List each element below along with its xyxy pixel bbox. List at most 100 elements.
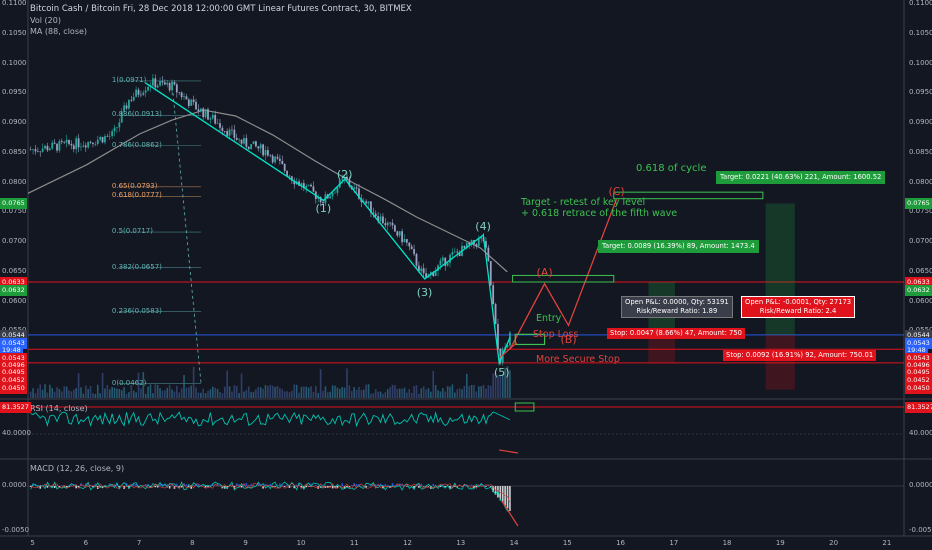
right-price-tick: 0.1050: [909, 28, 932, 37]
candle-body: [434, 270, 437, 276]
macd-histogram-bar: [188, 486, 190, 488]
macd-histogram-bar: [439, 486, 442, 488]
candle-body: [77, 138, 80, 148]
volume-bar: [147, 386, 149, 398]
macd-histogram-bar: [89, 484, 92, 486]
cycle-target-zone-box: [613, 191, 764, 200]
candle-body: [458, 252, 461, 257]
candle-body: [391, 222, 394, 226]
volume-bar: [137, 372, 140, 398]
stop1-box[interactable]: Stop: 0.0047 (8.66%) 47, Amount: 750: [607, 328, 746, 339]
time-tick: 18: [722, 539, 732, 547]
candle-body: [228, 129, 231, 136]
candle-body: [240, 139, 243, 144]
candle-body: [506, 345, 509, 348]
time-tick: 8: [190, 539, 195, 547]
moving-average-label[interactable]: MA (88, close): [30, 27, 88, 36]
candle-body: [199, 108, 202, 112]
candle-body: [245, 138, 248, 147]
rsi-label[interactable]: RSI (14, close): [30, 404, 88, 413]
abc-projection-line: [509, 199, 618, 350]
time-tick: 17: [669, 539, 679, 547]
volume-bar: [485, 388, 487, 398]
left-price-tick: 0.0600: [2, 296, 27, 305]
volume-bar: [104, 388, 106, 398]
candle-body: [65, 139, 68, 143]
macd-histogram-bar: [70, 484, 73, 486]
volume-bar: [264, 385, 267, 398]
macd-histogram-bar: [46, 486, 49, 488]
right-price-tick: 0.0700: [909, 237, 932, 246]
macd-zero-right: 0.0000: [909, 481, 932, 489]
position2-pnl-box[interactable]: Open P&L: -0.0001, Qty: 27173 Risk/Rewar…: [741, 296, 856, 318]
candle-body: [403, 239, 406, 243]
moving-average-line: [27, 109, 508, 273]
macd-histogram-bar: [398, 483, 401, 486]
macd-histogram-bar: [190, 486, 193, 489]
candle-body: [422, 268, 425, 274]
macd-histogram-bar: [257, 483, 260, 486]
volume-bar: [377, 391, 379, 398]
macd-histogram-bar: [94, 483, 97, 486]
macd-histogram-bar: [211, 483, 214, 486]
volume-bar: [190, 385, 193, 398]
candle-body: [276, 156, 279, 159]
volume-bar: [367, 384, 370, 398]
candle-body: [231, 129, 233, 131]
target2-box[interactable]: Target: 0.0221 (40.63%) 221, Amount: 160…: [716, 171, 886, 184]
right-price-tick: 0.0900: [909, 118, 932, 127]
macd-histogram-bar: [204, 486, 207, 488]
fib-label: 0.886(0.0913): [111, 110, 162, 119]
candle-body: [494, 304, 497, 325]
chart-title: Bitcoin Cash / Bitcoin Fri, 28 Dec 2018 …: [30, 4, 412, 14]
volume-bar: [365, 384, 367, 398]
macd-histogram-bar: [492, 486, 494, 493]
volume-bar: [494, 372, 497, 398]
candle-body: [288, 175, 291, 177]
entry-arrow: [498, 342, 518, 359]
volume-bar: [228, 386, 231, 398]
volume-bar: [271, 385, 274, 398]
time-tick: 20: [829, 539, 839, 547]
candle-body: [216, 123, 219, 124]
volume-bar: [425, 389, 427, 398]
volume-bar: [183, 375, 185, 398]
fib-trend-line: [171, 80, 202, 384]
macd-histogram-bar: [180, 486, 183, 488]
position1-pnl-box[interactable]: Open P&L: 0.0000, Qty: 53191 Risk/Reward…: [621, 296, 733, 318]
volume-bar: [195, 387, 197, 398]
macd-histogram-bar: [442, 484, 444, 486]
left-price-badge: 0.0633: [0, 276, 27, 288]
macd-histogram-bar: [303, 486, 305, 489]
macd-histogram-bar: [214, 485, 216, 486]
candle-body: [463, 245, 466, 248]
volume-bar: [240, 373, 243, 398]
rsi-level-left: 40.0000: [2, 429, 31, 437]
volume-bar: [108, 389, 111, 398]
macd-histogram-bar: [156, 486, 159, 488]
candle-body: [120, 111, 123, 123]
candle-body: [192, 99, 195, 102]
right-price-badge: 0.0496: [905, 360, 932, 372]
stop2-box[interactable]: Stop: 0.0092 (16.91%) 92, Amount: 750.01: [723, 350, 877, 361]
entry-note: Entry: [536, 313, 562, 324]
macd-histogram-bar: [329, 486, 332, 488]
macd-histogram-bar: [68, 486, 70, 487]
candle-body: [80, 146, 82, 148]
macd-histogram-bar: [334, 486, 336, 488]
volume-bar: [32, 388, 34, 398]
volume-bar: [132, 390, 135, 398]
macd-label[interactable]: MACD (12, 26, close, 9): [30, 464, 125, 473]
candle-body: [497, 324, 499, 349]
right-price-badge: 0.0543: [905, 353, 932, 365]
macd-histogram-bar: [422, 486, 425, 487]
volume-bar: [123, 387, 125, 398]
target1-box[interactable]: Target: 0.0089 (16.39%) 89, Amount: 1473…: [598, 240, 759, 253]
volume-bar: [482, 384, 485, 398]
macd-bottom-right: -0.0050: [909, 526, 932, 534]
volume-indicator-label[interactable]: Vol (20): [30, 16, 61, 25]
macd-histogram-bar: [195, 484, 197, 486]
volume-bar: [49, 384, 51, 398]
volume-bar: [99, 393, 101, 398]
